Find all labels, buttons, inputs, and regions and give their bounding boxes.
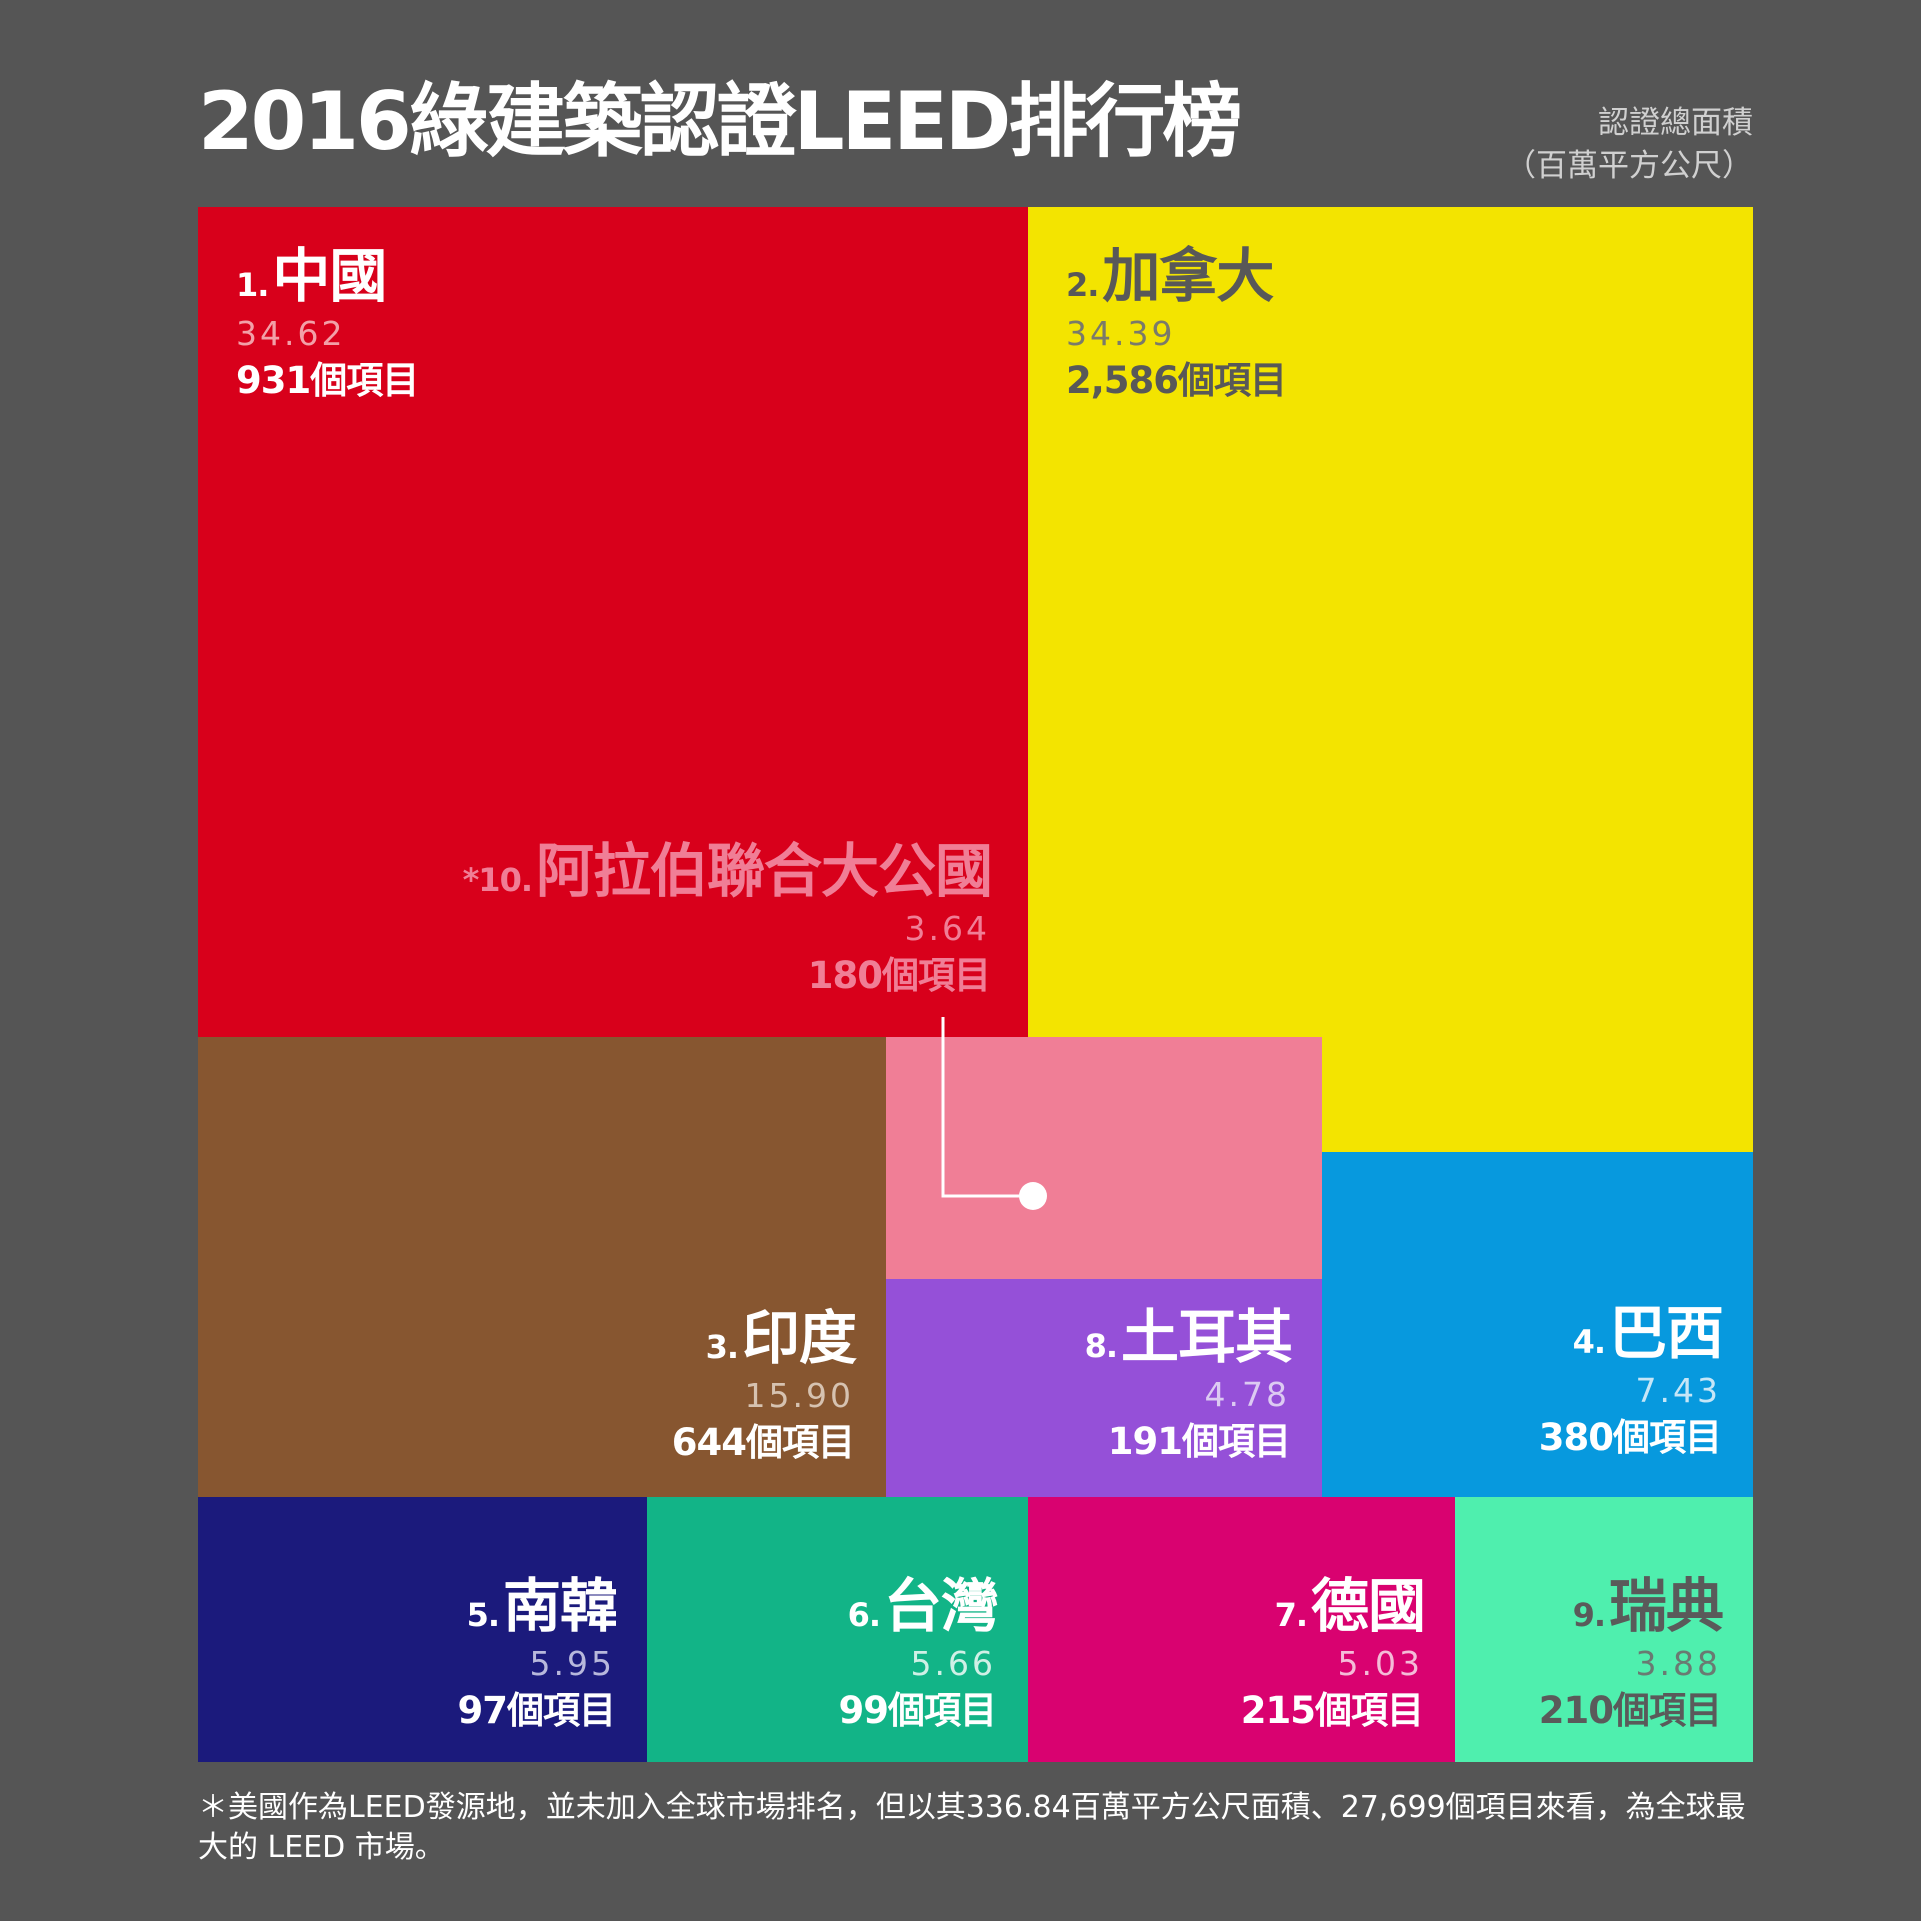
item-value: 34.62 [236,314,346,353]
item-value: 15.90 [744,1376,854,1415]
item-rank: 8. [1084,1327,1118,1365]
item-name: 5.南韓 [458,1577,618,1635]
item-projects: 2,586個項目 [1066,359,1287,402]
item-name-text: 加拿大 [1102,242,1274,310]
item-label-9: 9.瑞典 3.88 210個項目 [1538,1577,1724,1732]
item-name-text: 印度 [741,1304,857,1372]
item-rank: 2. [1066,266,1099,304]
item-name-text: 巴西 [1608,1299,1724,1367]
item-name-text: 瑞典 [1608,1572,1724,1640]
item-name-text: 南韓 [502,1572,618,1640]
item-name-text: 土耳其 [1120,1303,1293,1371]
item-value: 5.03 [1337,1644,1423,1683]
item-projects: 931個項目 [236,359,419,402]
treemap-cell-1: 1.中國 34.62 931個項目 [198,207,1028,1037]
item-label-6: 6.台灣 5.66 99個項目 [838,1577,1000,1732]
item-projects: 180個項目 [807,954,991,997]
item-projects: 380個項目 [1538,1416,1722,1459]
treemap-cell-2: 2.加拿大 34.39 2,586個項目 [1028,207,1753,1152]
treemap-cell-9: 9.瑞典 3.88 210個項目 [1455,1497,1753,1762]
item-name-text: 台灣 [883,1572,999,1640]
item-label-2: 2.加拿大 34.39 2,586個項目 [1066,247,1287,402]
chart-title: 2016綠建築認證LEED排行榜 [198,75,1242,168]
item-projects: 210個項目 [1538,1689,1722,1732]
item-label-10: *10.阿拉伯聯合大公國 3.64 180個項目 [462,842,993,997]
item-name: 7.德國 [1241,1577,1426,1635]
item-name-text: 中國 [272,242,387,310]
unit-line-2: （百萬平方公尺） [1505,147,1753,184]
item-rank: 1. [236,266,269,304]
item-name: 1.中國 [236,247,418,305]
item-name-text: 阿拉伯聯合大公國 [535,837,993,905]
item-rank: 7. [1274,1596,1308,1634]
item-label-4: 4.巴西 7.43 380個項目 [1538,1304,1724,1459]
treemap-cell-7: 7.德國 5.03 215個項目 [1028,1497,1455,1762]
item-name-text: 德國 [1310,1572,1426,1640]
item-rank: 6. [847,1596,881,1634]
item-projects: 97個項目 [457,1689,616,1732]
footnote: ＊美國作為LEED發源地，並未加入全球市場排名，但以其336.84百萬平方公尺面… [198,1790,1746,1865]
item-value: 34.39 [1066,314,1176,353]
item-value: 5.66 [910,1644,996,1683]
item-value: 7.43 [1635,1371,1721,1410]
item-value: 3.88 [1635,1644,1721,1683]
item-rank: 9. [1572,1596,1606,1634]
item-value: 3.64 [904,909,990,948]
item-projects: 99個項目 [838,1689,997,1732]
treemap-cell-5: 5.南韓 5.95 97個項目 [198,1497,647,1762]
item-name: 2.加拿大 [1066,247,1286,305]
item-name: 6.台灣 [839,1577,999,1635]
item-rank: 5. [466,1596,500,1634]
treemap-cell-8: 8.土耳其 4.78 191個項目 [886,1279,1322,1497]
treemap-cell-3: 3.印度 15.90 644個項目 [198,1037,886,1497]
unit-line-1: 認證總面積 [1598,105,1753,141]
item-rank: 4. [1572,1323,1606,1361]
item-value: 5.95 [529,1644,615,1683]
item-name: 8.土耳其 [1084,1308,1293,1366]
item-name: 9.瑞典 [1539,1577,1724,1635]
item-rank: 3. [705,1328,739,1366]
item-label-8: 8.土耳其 4.78 191個項目 [1084,1308,1293,1463]
item-label-3: 3.印度 15.90 644個項目 [671,1309,857,1464]
item-label-7: 7.德國 5.03 215個項目 [1240,1577,1426,1732]
item-label-1: 1.中國 34.62 931個項目 [236,247,419,402]
item-value: 4.78 [1204,1375,1290,1414]
item-name: 3.印度 [672,1309,857,1367]
treemap-cell-10 [886,1037,1322,1279]
item-name: *10.阿拉伯聯合大公國 [462,842,993,900]
item-projects: 215個項目 [1240,1689,1424,1732]
treemap-cell-4: 4.巴西 7.43 380個項目 [1322,1152,1753,1497]
unit-label: 認證總面積 （百萬平方公尺） [1505,102,1753,188]
item-label-5: 5.南韓 5.95 97個項目 [457,1577,619,1732]
item-projects: 191個項目 [1107,1420,1291,1463]
item-rank: *10. [462,861,533,899]
treemap-cell-6: 6.台灣 5.66 99個項目 [647,1497,1028,1762]
item-name: 4.巴西 [1539,1304,1724,1362]
item-projects: 644個項目 [671,1421,855,1464]
